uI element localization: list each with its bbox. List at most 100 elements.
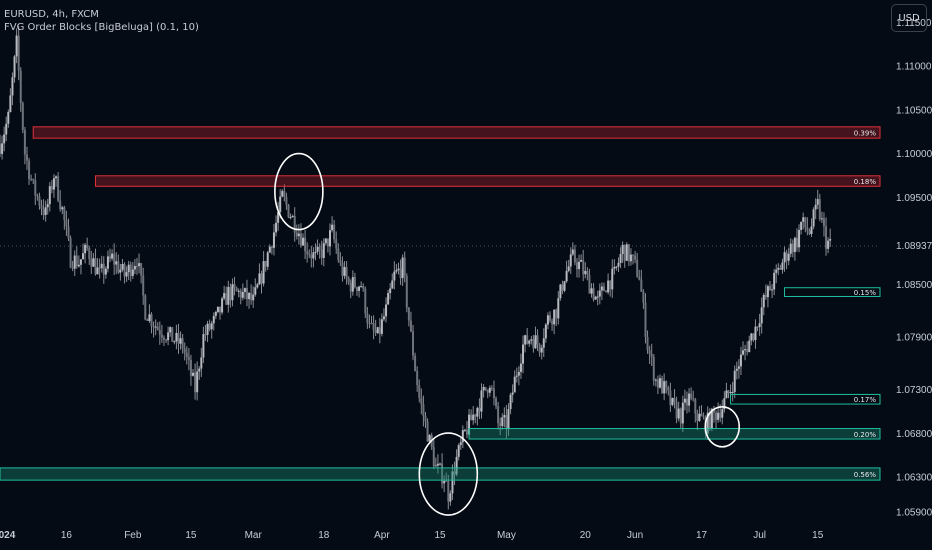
candle: [783, 246, 786, 272]
candle: [517, 366, 520, 386]
candle: [486, 389, 489, 399]
candle: [665, 380, 668, 394]
candle: [638, 269, 641, 281]
candle: [129, 261, 132, 282]
time-tick-label: 15: [812, 530, 824, 541]
candle: [48, 181, 51, 212]
candle: [63, 205, 66, 230]
candle: [416, 366, 419, 392]
price-tick-label: 1.10000: [896, 149, 932, 160]
candle: [769, 280, 771, 291]
time-tick-label: 17: [696, 530, 708, 541]
candle: [44, 200, 47, 222]
candle: [65, 210, 68, 236]
candle: [173, 340, 176, 345]
candle: [600, 282, 603, 300]
candle: [34, 173, 37, 206]
candle: [42, 199, 45, 220]
candle: [106, 250, 109, 273]
candle: [528, 339, 531, 347]
price-axis[interactable]: 1.11500 1.11000 1.10500 1.10000 1.09500 1.089…: [896, 18, 932, 519]
bearish-order-block: 0.39%: [32, 126, 881, 139]
candle: [117, 254, 120, 274]
order-block-percent-label: 0.15%: [854, 289, 877, 297]
candle: [144, 293, 147, 321]
candle: [806, 217, 809, 236]
candle: [569, 247, 572, 275]
candle: [360, 281, 363, 288]
candle: [162, 335, 165, 346]
candle: [119, 263, 122, 281]
candle: [353, 272, 356, 289]
candle: [522, 335, 525, 374]
candle: [659, 374, 661, 389]
candle: [256, 282, 259, 289]
candle: [553, 309, 556, 335]
candle: [378, 318, 381, 344]
candle: [148, 304, 151, 323]
candle: [75, 246, 78, 269]
candle: [316, 239, 319, 255]
candle: [617, 257, 620, 273]
candle: [739, 346, 742, 375]
candle: [237, 288, 240, 298]
candle: [642, 289, 645, 309]
candle: [723, 391, 726, 413]
candle: [632, 254, 635, 265]
candle: [69, 235, 72, 269]
candle: [584, 262, 587, 279]
candle: [532, 335, 535, 353]
annotation-circles: [274, 152, 741, 516]
candle: [391, 273, 394, 289]
candle: [320, 240, 323, 265]
candle: [706, 406, 709, 441]
candle: [13, 55, 16, 83]
price-tick-label: 1.10500: [896, 105, 932, 116]
candle: [104, 266, 107, 279]
candle: [694, 397, 697, 423]
candle: [285, 192, 288, 210]
candle: [61, 205, 64, 215]
candle: [602, 282, 605, 292]
price-tick-label: 1.07900: [896, 333, 932, 344]
candle: [183, 342, 186, 361]
candle: [293, 207, 296, 242]
time-tick-label: 2024: [0, 530, 16, 541]
time-axis[interactable]: 2024 16 Feb 15 Mar 18 Apr 15 May 20 Jun 17 Jul 15: [0, 530, 824, 541]
candle: [652, 353, 655, 386]
candle: [335, 231, 338, 254]
candle: [511, 384, 514, 403]
candle: [250, 284, 253, 305]
candle: [38, 192, 41, 210]
candle: [748, 335, 751, 353]
currency-button[interactable]: USD: [891, 4, 927, 32]
candle: [355, 286, 358, 296]
candle: [702, 412, 705, 420]
candle: [0, 134, 1, 157]
candle: [331, 216, 334, 233]
candle: [185, 346, 188, 365]
candle: [109, 248, 111, 263]
candle: [793, 236, 796, 261]
candle: [544, 322, 547, 343]
candle: [1, 135, 4, 160]
candle: [208, 319, 211, 332]
candle: [17, 26, 20, 81]
candle: [206, 320, 209, 343]
candle: [692, 390, 695, 402]
candle: [235, 286, 238, 292]
candle: [571, 242, 574, 256]
price-tick-label: 1.06300: [896, 473, 932, 484]
candle: [90, 250, 93, 274]
candle: [310, 245, 313, 268]
candle: [131, 261, 134, 279]
candle: [5, 116, 8, 142]
candle: [277, 201, 280, 231]
candle: [700, 405, 703, 417]
candle: [409, 311, 412, 333]
candle: [133, 259, 136, 275]
candle: [688, 388, 691, 413]
candle: [588, 268, 591, 294]
candle: [424, 411, 427, 428]
